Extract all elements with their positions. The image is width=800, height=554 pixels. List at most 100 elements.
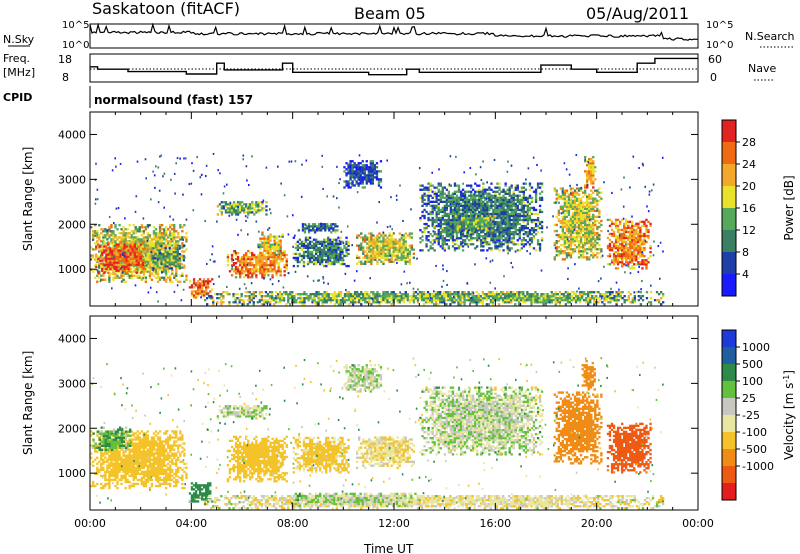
data-cell bbox=[370, 238, 373, 241]
data-cell bbox=[94, 230, 97, 233]
data-cell bbox=[360, 236, 363, 239]
data-cell bbox=[439, 227, 442, 230]
data-cell bbox=[146, 254, 150, 257]
data-cell bbox=[169, 274, 172, 277]
data-cell bbox=[98, 276, 101, 279]
data-cell bbox=[579, 238, 583, 241]
data-cell bbox=[498, 204, 501, 208]
data-cell bbox=[365, 160, 368, 163]
data-cell bbox=[304, 238, 308, 241]
data-cell bbox=[375, 172, 379, 175]
data-cell bbox=[380, 242, 383, 245]
data-cell bbox=[631, 224, 634, 228]
data-cell bbox=[610, 234, 614, 238]
data-cell bbox=[596, 227, 599, 231]
data-cell bbox=[408, 258, 412, 261]
data-cell bbox=[534, 198, 538, 202]
data-cell bbox=[486, 241, 489, 244]
data-cell bbox=[592, 205, 595, 208]
data-cell bbox=[134, 240, 137, 243]
data-cell bbox=[538, 220, 542, 224]
data-cell bbox=[512, 192, 515, 195]
data-cell bbox=[259, 257, 262, 261]
data-cell bbox=[516, 239, 519, 242]
data-cell bbox=[205, 288, 208, 291]
data-cell bbox=[343, 186, 346, 189]
data-cell bbox=[608, 244, 612, 248]
data-cell bbox=[445, 204, 449, 208]
data-cell bbox=[579, 217, 583, 221]
data-cell bbox=[506, 202, 509, 206]
data-cell bbox=[478, 194, 481, 197]
data-cell bbox=[641, 261, 644, 264]
data-cell bbox=[573, 205, 577, 208]
data-cell bbox=[518, 208, 521, 212]
data-cell bbox=[294, 256, 298, 260]
data-cell bbox=[103, 241, 106, 244]
data-cell bbox=[271, 274, 274, 277]
data-cell bbox=[382, 252, 385, 255]
data-cell bbox=[154, 232, 158, 235]
data-cell bbox=[470, 239, 473, 242]
data-cell bbox=[318, 227, 321, 230]
data-cell bbox=[447, 184, 451, 187]
data-cell bbox=[173, 248, 176, 251]
data-cell bbox=[324, 229, 327, 232]
data-cell bbox=[265, 239, 268, 242]
data-cell bbox=[171, 272, 174, 275]
data-cell bbox=[263, 249, 266, 252]
data-cell bbox=[600, 250, 603, 253]
data-cell bbox=[577, 203, 581, 206]
data-cell bbox=[594, 240, 597, 243]
data-cell bbox=[261, 233, 264, 236]
data-cell bbox=[627, 246, 630, 250]
data-cell bbox=[487, 223, 490, 226]
data-cell bbox=[500, 224, 503, 228]
data-cell bbox=[378, 240, 381, 243]
data-cell bbox=[382, 236, 385, 239]
data-cell bbox=[126, 234, 129, 237]
data-cell bbox=[396, 242, 399, 245]
data-cell bbox=[349, 178, 352, 181]
data-cell bbox=[449, 200, 453, 204]
data-cell bbox=[631, 246, 634, 250]
data-cell bbox=[347, 240, 350, 244]
data-cell bbox=[532, 208, 536, 212]
data-cell bbox=[281, 257, 284, 261]
data-cell bbox=[379, 170, 383, 173]
data-cell bbox=[230, 205, 234, 208]
data-cell bbox=[158, 263, 161, 266]
data-cell bbox=[323, 238, 326, 241]
data-cell bbox=[592, 170, 595, 173]
data-cell bbox=[482, 202, 485, 206]
data-cell bbox=[582, 229, 585, 233]
data-cell bbox=[623, 249, 626, 252]
data-cell bbox=[579, 209, 583, 213]
data-cell bbox=[571, 238, 575, 241]
data-cell bbox=[127, 241, 130, 244]
data-cell bbox=[619, 222, 622, 226]
data-cell bbox=[249, 257, 252, 261]
data-cell bbox=[90, 256, 93, 259]
data-cell bbox=[331, 260, 334, 264]
data-cell bbox=[160, 238, 164, 241]
data-cell bbox=[453, 227, 457, 230]
data-cell bbox=[216, 205, 220, 208]
data-cell bbox=[123, 247, 126, 250]
data-cell bbox=[490, 188, 493, 191]
data-cell bbox=[306, 244, 310, 248]
data-cell bbox=[239, 262, 242, 265]
data-cell bbox=[431, 222, 434, 226]
data-cell bbox=[248, 295, 251, 298]
data-cell bbox=[357, 168, 360, 171]
data-cell bbox=[247, 264, 250, 267]
data-cell bbox=[456, 215, 460, 218]
data-cell bbox=[540, 227, 544, 230]
data-cell bbox=[100, 228, 103, 231]
data-cell bbox=[382, 240, 385, 243]
data-cell bbox=[168, 255, 171, 258]
data-cell bbox=[645, 259, 648, 262]
data-cell bbox=[441, 235, 444, 238]
data-cell bbox=[512, 231, 515, 234]
data-cell bbox=[510, 227, 513, 230]
